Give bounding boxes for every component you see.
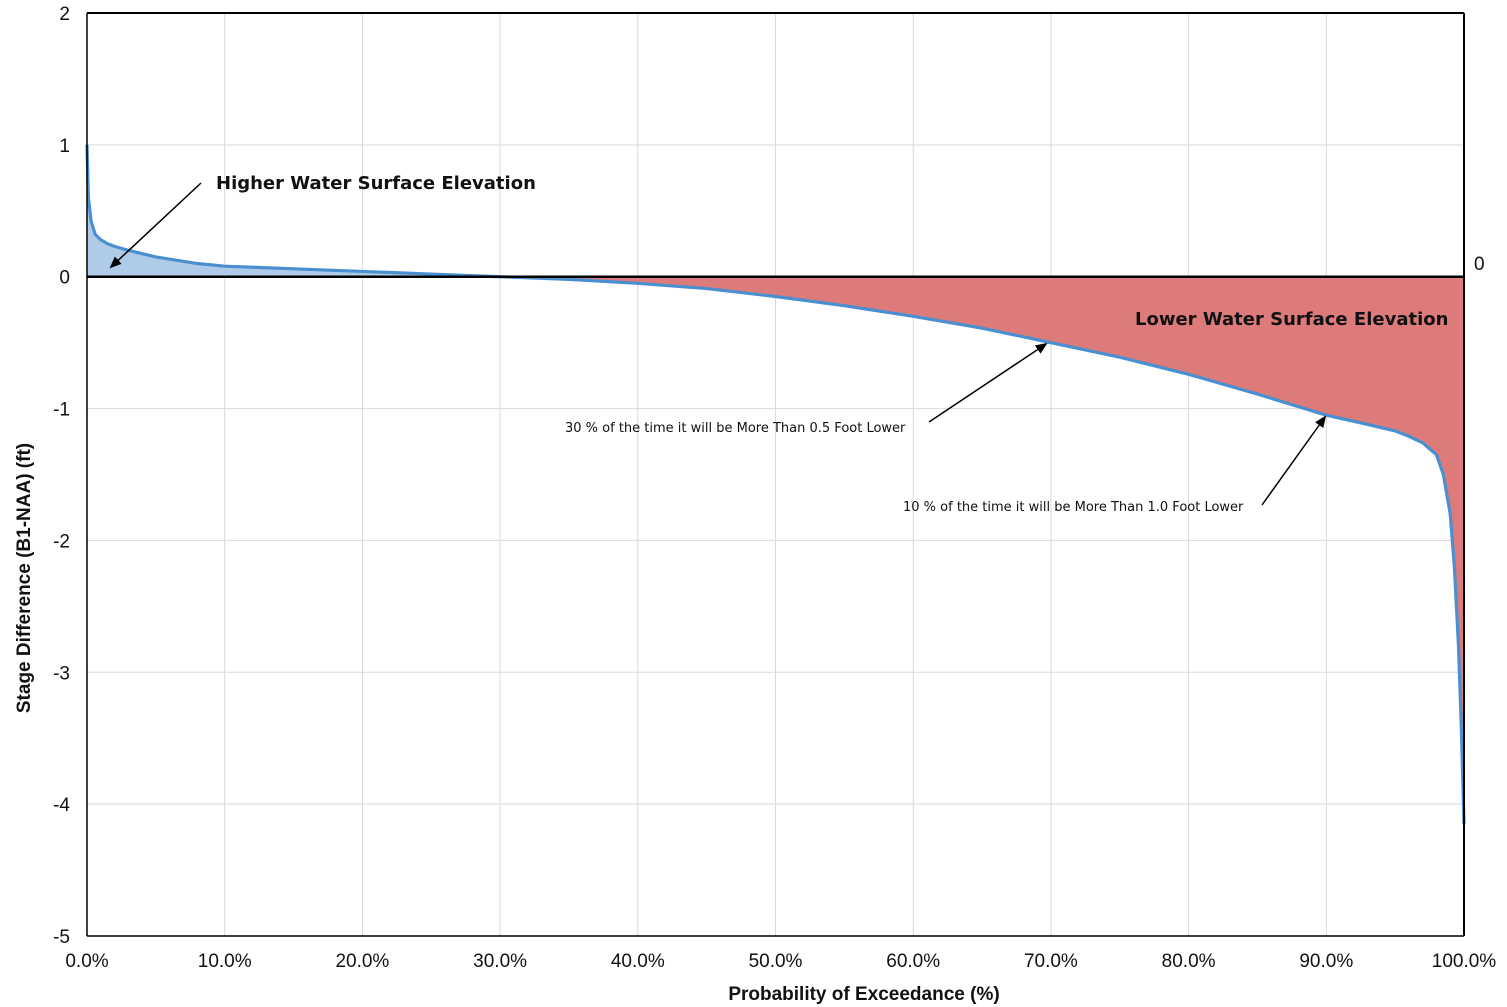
y-tick-label: -5 (53, 927, 70, 948)
annotation-10pct: 10 % of the time it will be More Than 1.… (903, 500, 1244, 515)
arrow-higher (109, 182, 202, 269)
annotation-lower: Lower Water Surface Elevation (1135, 309, 1448, 330)
annotation-higher: Higher Water Surface Elevation (216, 173, 536, 194)
arrow-30pct (928, 342, 1048, 423)
zero-line-label: 0 (1474, 254, 1485, 275)
y-tick-label: 2 (59, 4, 70, 25)
x-axis-ticks: 0.0% 10.0% 20.0% 30.0% 40.0% 50.0% 60.0% 70.0% 8… (65, 951, 1496, 972)
y-axis-ticks: 2 1 0 -1 -2 -3 -4 -5 (53, 4, 70, 948)
series-line (85, 144, 1466, 824)
x-tick-label: 90.0% (1299, 951, 1353, 972)
negative-area-fill (500, 276, 1465, 824)
x-tick-label: 30.0% (473, 951, 527, 972)
x-tick-label: 10.0% (198, 951, 252, 972)
x-tick-label: 70.0% (1024, 951, 1078, 972)
x-tick-label: 20.0% (335, 951, 389, 972)
plot-frame (86, 12, 1465, 937)
positive-area-fill (87, 144, 501, 277)
annotation-30pct: 30 % of the time it will be More Than 0.… (565, 421, 906, 436)
area-fills (87, 144, 1465, 824)
arrow-10pct (1261, 415, 1327, 506)
x-tick-label: 50.0% (749, 951, 803, 972)
y-tick-label: -1 (53, 400, 70, 421)
y-tick-label: -4 (53, 795, 70, 816)
x-tick-label: 80.0% (1162, 951, 1216, 972)
y-tick-label: -3 (53, 663, 70, 684)
x-tick-label: 40.0% (611, 951, 665, 972)
x-tick-label: 60.0% (886, 951, 940, 972)
x-tick-label: 100.0% (1432, 951, 1497, 972)
x-tick-label: 0.0% (65, 951, 108, 972)
series-curve (85, 144, 1466, 824)
y-axis-title: Stage Difference (B1-NAA) (ft) (14, 443, 35, 713)
y-tick-label: -2 (53, 531, 70, 552)
x-axis-title: Probability of Exceedance (%) (728, 984, 999, 1005)
grid (86, 12, 1465, 937)
y-tick-label: 1 (59, 136, 70, 157)
y-tick-label: 0 (59, 268, 70, 289)
